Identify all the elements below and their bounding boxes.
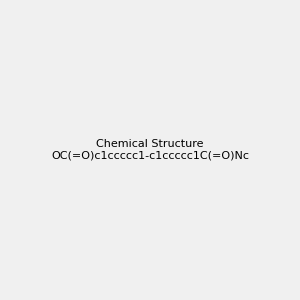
Text: Chemical Structure
OC(=O)c1ccccc1-c1ccccc1C(=O)Nc: Chemical Structure OC(=O)c1ccccc1-c1cccc… [51, 139, 249, 161]
